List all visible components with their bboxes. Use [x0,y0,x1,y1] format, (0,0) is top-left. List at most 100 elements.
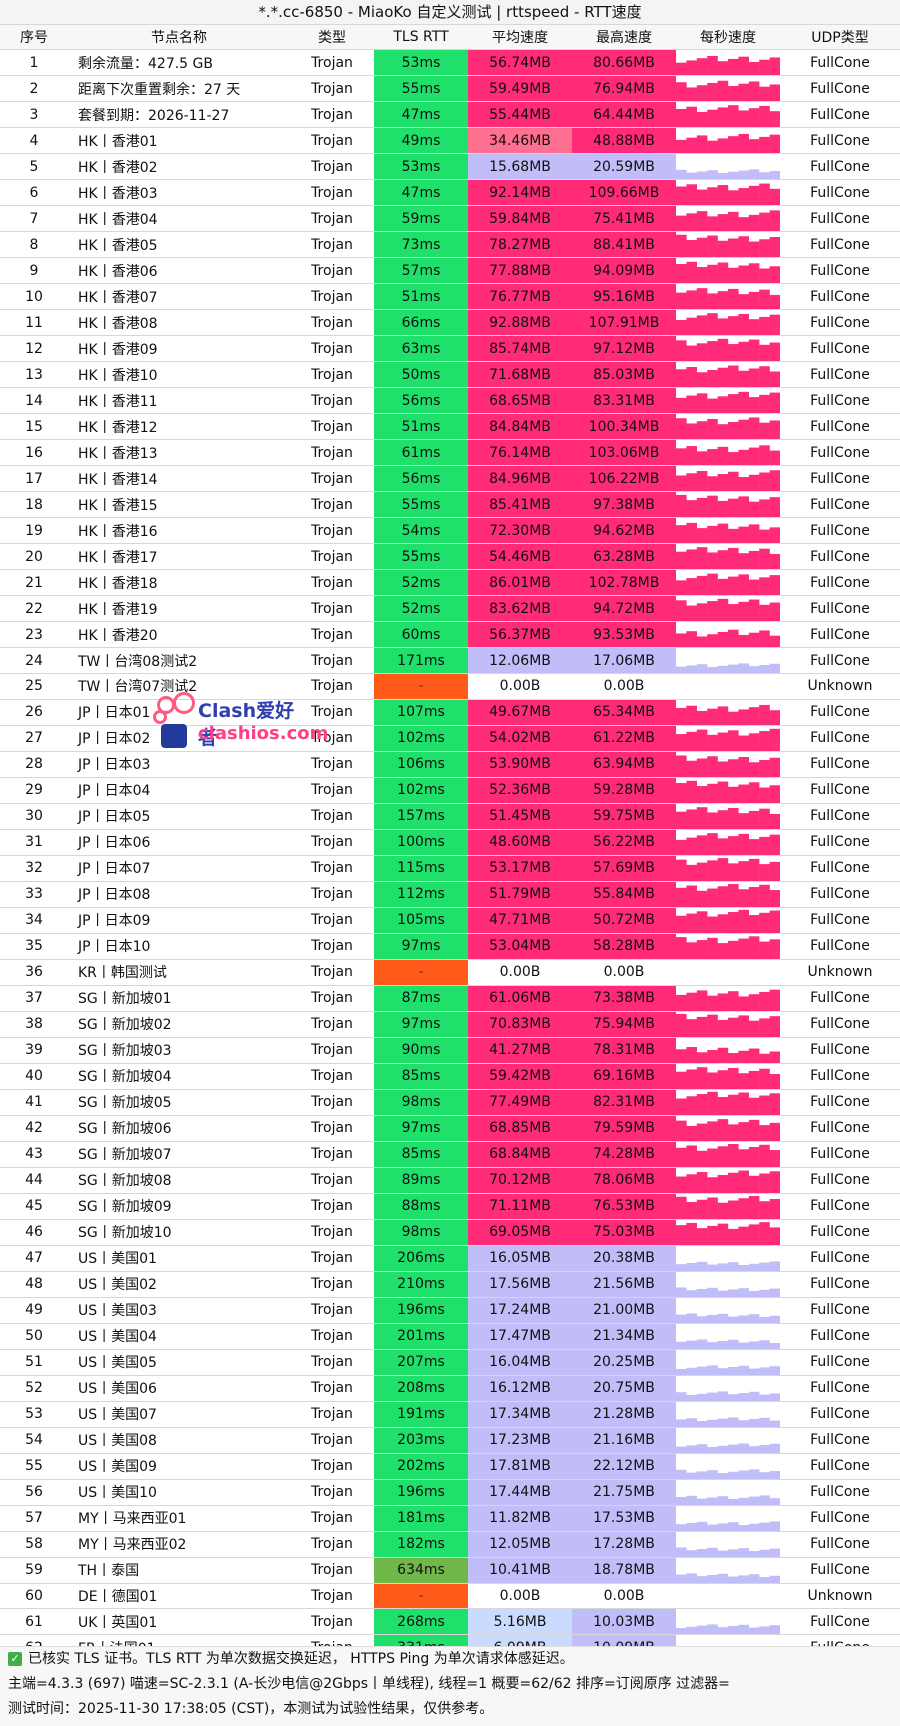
table-row[interactable]: 2 距离下次重置剩余：27 天 Trojan 55ms 59.49MB 76.94MB Fu… [0,75,900,102]
table-row[interactable]: 39 SG丨新加坡03 Trojan 90ms 41.27MB 78.31MB FullCo… [0,1037,900,1064]
table-row[interactable]: 15 HK丨香港12 Trojan 51ms 84.84MB 100.34MB FullCo… [0,413,900,440]
table-row[interactable]: 16 HK丨香港13 Trojan 61ms 76.14MB 103.06MB FullCo… [0,439,900,466]
per-second-sparkline [676,1286,780,1297]
col-header-per-second[interactable]: 每秒速度 [676,25,780,50]
sparkline-bar [759,665,770,673]
table-row[interactable]: 56 US丨美国10 Trojan 196ms 17.44MB 21.75MB FullCo… [0,1479,900,1506]
table-row[interactable]: 27 JP丨日本02 Trojan 102ms 54.02MB 61.22MB FullCo… [0,725,900,752]
sparkline-bar [686,913,698,933]
cell-avg-speed: 53.17MB [468,855,572,882]
cell-tls-rtt: 47ms [374,179,468,206]
table-row[interactable]: 30 JP丨日本05 Trojan 157ms 51.45MB 59.75MB FullCo… [0,803,900,830]
table-row[interactable]: 51 US丨美国05 Trojan 207ms 16.04MB 20.25MB FullCo… [0,1349,900,1376]
cell-udp-type: FullCone [780,1453,900,1480]
table-row[interactable]: 53 US丨美国07 Trojan 191ms 17.34MB 21.28MB FullCo… [0,1401,900,1428]
col-header-udp-type[interactable]: UDP类型 [780,25,900,50]
per-second-sparkline [676,210,780,231]
table-row[interactable]: 14 HK丨香港11 Trojan 56ms 68.65MB 83.31MB FullCon… [0,387,900,414]
table-row[interactable]: 61 UK丨英国01 Trojan 268ms 5.16MB 10.03MB FullCon… [0,1608,900,1636]
table-row[interactable]: 31 JP丨日本06 Trojan 100ms 48.60MB 56.22MB FullCo… [0,829,900,856]
col-header-max-speed[interactable]: 最高速度 [572,25,676,50]
table-row[interactable]: 55 US丨美国09 Trojan 202ms 17.81MB 22.12MB FullCo… [0,1453,900,1480]
sparkline-bar [769,1470,780,1479]
table-row[interactable]: 10 HK丨香港07 Trojan 51ms 76.77MB 95.16MB FullCon… [0,283,900,310]
table-row[interactable]: 29 JP丨日本04 Trojan 102ms 52.36MB 59.28MB FullCo… [0,777,900,804]
table-row[interactable]: 32 JP丨日本07 Trojan 115ms 53.17MB 57.69MB FullCo… [0,855,900,882]
sparkline-bar [707,235,718,257]
per-second-sparkline [676,1195,780,1219]
table-row[interactable]: 50 US丨美国04 Trojan 201ms 17.47MB 21.34MB FullCo… [0,1323,900,1350]
table-row[interactable]: 60 DE丨德国01 Trojan -0.00B 0.00B Unknown [0,1583,900,1610]
table-row[interactable]: 17 HK丨香港14 Trojan 56ms 84.96MB 106.22MB FullCo… [0,465,900,492]
cell-max-speed: 75.94MB [572,1011,676,1038]
table-row[interactable]: 3 套餐到期：2026-11-27 Trojan 47ms 55.44MB 64.44MB… [0,101,900,128]
table-row[interactable]: 7 HK丨香港04 Trojan 59ms 59.84MB 75.41MB FullCone [0,205,900,232]
col-header-avg-speed[interactable]: 平均速度 [468,25,572,50]
table-row[interactable]: 4 HK丨香港01 Trojan 49ms 34.46MB 48.88MB FullCone [0,127,900,154]
cell-type: Trojan [290,647,374,674]
table-row[interactable]: 54 US丨美国08 Trojan 203ms 17.23MB 21.16MB FullCo… [0,1427,900,1454]
cell-max-speed: 95.16MB [572,283,676,310]
table-row[interactable]: 36 KR丨韩国测试 Trojan -0.00B 0.00B Unknown [0,959,900,986]
col-header-name[interactable]: 节点名称 [68,25,290,50]
table-row[interactable]: 43 SG丨新加坡07 Trojan 85ms 68.84MB 74.28MB FullCo… [0,1141,900,1168]
sparkline-bar [759,759,770,777]
table-row[interactable]: 42 SG丨新加坡06 Trojan 97ms 68.85MB 79.59MB FullCo… [0,1115,900,1142]
sparkline-bar [676,139,687,153]
table-row[interactable]: 23 HK丨香港20 Trojan 60ms 56.37MB 93.53MB FullCon… [0,621,900,648]
table-row[interactable]: 1 剩余流量：427.5 GB Trojan 53ms 56.74MB 80.66MB Fu… [0,49,900,76]
table-row[interactable]: 52 US丨美国06 Trojan 208ms 16.12MB 20.75MB FullCo… [0,1375,900,1402]
sparkline-bar [769,314,780,335]
table-row[interactable]: 24 TW丨台湾08测试2 Trojan 171ms 12.06MB 17.06MB Ful… [0,647,900,674]
table-row[interactable]: 49 US丨美国03 Trojan 196ms 17.24MB 21.00MB FullCo… [0,1297,900,1324]
table-row[interactable]: 58 MY丨马来西亚02 Trojan 182ms 12.05MB 17.28MB Full… [0,1531,900,1558]
table-row[interactable]: 26 JP丨日本01 Trojan 107ms 49.67MB 65.34MB FullCo… [0,699,900,726]
col-header-tls-rtt[interactable]: TLS RTT [374,25,468,50]
col-header-no[interactable]: 序号 [0,25,68,50]
table-row[interactable]: 21 HK丨香港18 Trojan 52ms 86.01MB 102.78MB FullCo… [0,569,900,596]
table-row[interactable]: 34 JP丨日本09 Trojan 105ms 47.71MB 50.72MB FullCo… [0,907,900,934]
cell-udp-type: FullCone [780,1193,900,1220]
cell-per-second [676,751,780,778]
table-row[interactable]: 28 JP丨日本03 Trojan 106ms 53.90MB 63.94MB FullCo… [0,751,900,778]
table-row[interactable]: 20 HK丨香港17 Trojan 55ms 54.46MB 63.28MB FullCon… [0,543,900,570]
table-row[interactable]: 59 TH丨泰国 Trojan 634ms 10.41MB 18.78MB FullCone [0,1557,900,1584]
table-row[interactable]: 18 HK丨香港15 Trojan 55ms 85.41MB 97.38MB FullCon… [0,491,900,518]
table-row[interactable]: 9 HK丨香港06 Trojan 57ms 77.88MB 94.09MB FullCone [0,257,900,284]
table-row[interactable]: 33 JP丨日本08 Trojan 112ms 51.79MB 55.84MB FullCo… [0,881,900,908]
cell-type: Trojan [290,387,374,414]
table-row[interactable]: 5 HK丨香港02 Trojan 53ms 15.68MB 20.59MB FullCone [0,153,900,180]
col-header-type[interactable]: 类型 [290,25,374,50]
sparkline-bar [769,553,780,569]
table-row[interactable]: 22 HK丨香港19 Trojan 52ms 83.62MB 94.72MB FullCon… [0,595,900,622]
table-row[interactable]: 25 TW丨台湾07测试2 Trojan -0.00B 0.00B Unknown [0,673,900,700]
table-row[interactable]: 12 HK丨香港09 Trojan 63ms 85.74MB 97.12MB FullCon… [0,335,900,362]
table-row[interactable]: 47 US丨美国01 Trojan 206ms 16.05MB 20.38MB FullCo… [0,1245,900,1272]
sparkline-bar [676,782,687,803]
table-row[interactable]: 8 HK丨香港05 Trojan 73ms 78.27MB 88.41MB FullCone [0,231,900,258]
table-row[interactable]: 45 SG丨新加坡09 Trojan 88ms 71.11MB 76.53MB FullCo… [0,1193,900,1220]
table-row[interactable]: 6 HK丨香港03 Trojan 47ms 92.14MB 109.66MB FullCon… [0,179,900,206]
table-row[interactable]: 46 SG丨新加坡10 Trojan 98ms 69.05MB 75.03MB FullCo… [0,1219,900,1246]
table-row[interactable]: 57 MY丨马来西亚01 Trojan 181ms 11.82MB 17.53MB Full… [0,1505,900,1532]
sparkline-bar [686,864,698,881]
sparkline-bar [676,1574,687,1583]
table-row[interactable]: 41 SG丨新加坡05 Trojan 98ms 77.49MB 82.31MB FullCo… [0,1089,900,1116]
table-row[interactable]: 19 HK丨香港16 Trojan 54ms 72.30MB 94.62MB FullCon… [0,517,900,544]
table-row[interactable]: 13 HK丨香港10 Trojan 50ms 71.68MB 85.03MB FullCon… [0,361,900,388]
table-row[interactable]: 35 JP丨日本10 Trojan 97ms 53.04MB 58.28MB FullCon… [0,933,900,960]
table-row[interactable]: 44 SG丨新加坡08 Trojan 89ms 70.12MB 78.06MB FullCo… [0,1167,900,1194]
table-row[interactable]: 11 HK丨香港08 Trojan 66ms 92.88MB 107.91MB FullCo… [0,309,900,336]
table-row[interactable]: 38 SG丨新加坡02 Trojan 97ms 70.83MB 75.94MB FullCo… [0,1011,900,1038]
sparkline-bar [686,137,698,153]
sparkline-bar [707,1120,718,1141]
sparkline-bar [728,711,739,725]
table-row[interactable]: 37 SG丨新加坡01 Trojan 87ms 61.06MB 73.38MB FullCo… [0,985,900,1012]
table-row[interactable]: 40 SG丨新加坡04 Trojan 85ms 59.42MB 69.16MB FullCo… [0,1063,900,1090]
table-row[interactable]: 48 US丨美国02 Trojan 210ms 17.56MB 21.56MB FullCo… [0,1271,900,1298]
cell-type: Trojan [290,907,374,934]
cell-node-name: JP丨日本09 [68,907,290,934]
sparkline-bar [696,806,708,829]
sparkline-bar [696,1625,708,1634]
sparkline-bar [676,733,687,751]
